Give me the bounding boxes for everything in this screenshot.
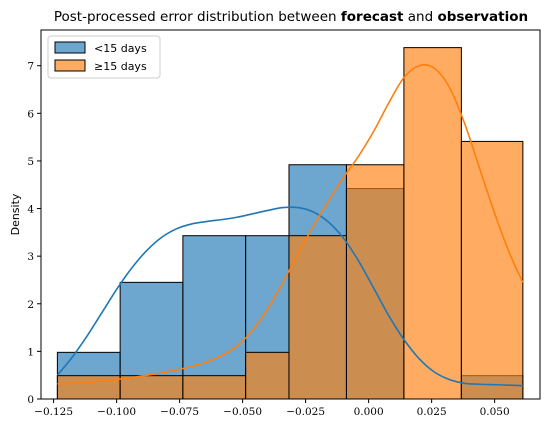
x-tick-label: −0.025 [286,406,325,418]
x-tick-label: −0.050 [223,406,262,418]
kde-line-series-1 [57,64,524,385]
bar-series-0-bin-2 [182,235,247,400]
bar-series-1-bin-6 [403,47,462,400]
x-tick-label: −0.125 [34,406,73,418]
chart-title: Post-processed error distribution betwee… [54,9,528,25]
kde-line-series-0 [56,206,523,387]
y-tick-label: 5 [27,156,34,168]
x-tick-label: −0.075 [160,406,199,418]
legend-swatch-1 [54,59,86,72]
chart-title-part: and [403,9,437,25]
y-tick-label: 7 [27,61,34,73]
x-axis: −0.125 −0.100 −0.075 −0.050 −0.025 0.000 0.025… [34,399,510,418]
legend-swatch-0 [54,41,86,54]
bar-series-1-bin-5 [345,164,405,400]
y-tick-label: 2 [27,299,34,311]
bar-series-1-bin-4 [288,235,347,400]
y-tick-label: 1 [27,346,34,358]
chart-title-part: forecast [341,9,404,25]
y-tick-label: 4 [27,204,34,216]
chart-title-part: observation [437,9,528,25]
bar-series-1-bin-2 [182,375,247,400]
bar-series-1-bin-7 [460,140,524,400]
y-tick-label: 0 [27,394,34,406]
y-tick-label: 6 [27,108,34,120]
y-axis: 0 1 2 3 4 5 6 7 [27,61,41,406]
bar-series-1-bin-1 [119,375,184,400]
y-axis-label: Density [9,193,22,235]
plot-frame [40,29,541,400]
x-tick-label: 0.050 [480,406,510,418]
bars-layer [56,47,524,400]
legend-label-1: ≥15 days [94,60,147,73]
x-tick-label: 0.025 [417,406,447,418]
legend-label-0: <15 days [94,42,147,55]
y-tick-label: 3 [27,251,34,263]
x-tick-label: 0.000 [354,406,384,418]
x-tick-label: −0.100 [97,406,136,418]
chart-title-part: Post-processed error distribution betwee… [54,9,341,25]
bar-series-1-bin-3 [245,351,290,400]
legend: <15 days ≥15 days [47,35,161,79]
bar-series-1-bin-0 [56,375,121,400]
kde-layer [56,64,524,387]
